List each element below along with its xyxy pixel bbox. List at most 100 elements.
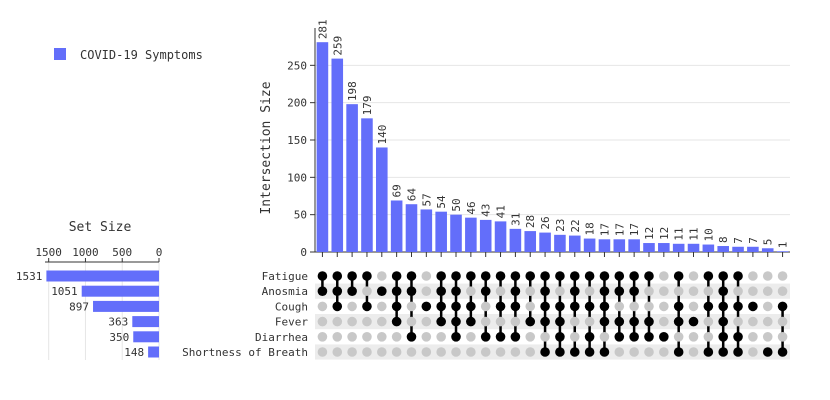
membership-dot-active [718, 332, 729, 342]
membership-dot-inactive [777, 332, 788, 342]
membership-dot-inactive [659, 286, 669, 297]
membership-dot-active [332, 286, 343, 297]
set-name: Anosmia [262, 285, 308, 298]
intersection-bar-label: 5 [762, 239, 775, 246]
membership-dot-active [525, 316, 536, 327]
membership-dot-active [688, 316, 699, 327]
intersection-bar [732, 246, 744, 252]
set-name: Diarrhea [255, 331, 308, 344]
intersection-bar [361, 118, 373, 252]
membership-dot-inactive [510, 316, 521, 327]
membership-dot-active [718, 301, 729, 312]
membership-dot-active [406, 286, 417, 297]
membership-dot-active [555, 271, 565, 281]
membership-dot-inactive [525, 301, 536, 312]
membership-dot-inactive [777, 286, 788, 297]
membership-dot-active [614, 332, 625, 342]
membership-dot-inactive [510, 347, 521, 357]
membership-dot-active [406, 271, 417, 281]
intersection-gridlines [315, 64, 790, 216]
intersection-bar [316, 42, 329, 252]
set-names: Fatigue Anosmia Cough Fever Diarrhea Shortnes… [182, 270, 308, 359]
membership-dot-inactive [525, 347, 536, 357]
membership-dot-active [569, 301, 580, 312]
matrix-stripes [315, 283, 790, 360]
matrix-stripe [315, 344, 790, 360]
intersection-bar [747, 246, 759, 252]
membership-dot-inactive [659, 347, 669, 357]
set-size-label: 148 [124, 346, 144, 359]
membership-dot-inactive [362, 347, 372, 357]
membership-dot-active [629, 286, 639, 297]
intersection-bar [450, 214, 462, 252]
intersection-bar-label: 7 [747, 237, 760, 244]
intersection-bar [717, 246, 729, 252]
membership-dot-active [510, 286, 521, 297]
membership-dot-inactive [362, 332, 372, 342]
intersection-axis-label: Intersection Size [259, 81, 274, 214]
membership-dot-inactive [347, 316, 357, 327]
set-size-tick-label: 1000 [72, 246, 99, 259]
membership-dot-inactive [421, 286, 432, 297]
intersection-bar [672, 243, 685, 252]
membership-dot-inactive [347, 301, 357, 312]
membership-dot-inactive [748, 316, 758, 327]
membership-dot-active [480, 271, 491, 281]
set-name: Fever [275, 316, 308, 329]
intersection-bar [643, 243, 655, 252]
membership-dot-active [495, 332, 506, 342]
set-size-bar [133, 331, 159, 343]
intersection-bar-label: 259 [331, 36, 344, 56]
set-size-labels: 1531 1051 897 363 350 148 [16, 270, 144, 359]
set-size-bar [93, 300, 159, 312]
intersection-bar-label: 43 [480, 204, 493, 217]
intersection-bar [598, 239, 611, 252]
membership-dot-active [614, 286, 625, 297]
membership-dot-inactive [540, 332, 550, 342]
membership-dot-active [584, 347, 595, 357]
intersection-bar-label: 10 [702, 228, 715, 241]
set-name: Cough [275, 300, 308, 313]
membership-dot-inactive [688, 347, 699, 357]
membership-dot-active [673, 347, 684, 357]
membership-dot-inactive [406, 347, 417, 357]
set-size-bar [132, 316, 159, 328]
membership-dot-active [436, 301, 446, 312]
membership-dot-active [673, 271, 684, 281]
intersection-bar-label: 22 [569, 219, 582, 232]
membership-dot-inactive [748, 347, 758, 357]
set-size-tick-label: 500 [112, 246, 132, 259]
membership-dot-active [436, 271, 446, 281]
membership-dot-inactive [703, 332, 714, 342]
membership-dot-inactive [376, 271, 387, 281]
membership-dot-inactive [376, 347, 387, 357]
membership-dot-active [718, 316, 729, 327]
membership-dot-inactive [584, 286, 595, 297]
membership-dot-active [347, 271, 357, 281]
membership-dot-inactive [762, 332, 773, 342]
membership-dot-active [569, 347, 580, 357]
membership-dot-inactive [762, 316, 773, 327]
membership-dot-inactive [703, 316, 714, 327]
membership-dot-active [569, 286, 580, 297]
intersection-bar-label: 17 [598, 223, 611, 236]
membership-dot-active [555, 332, 565, 342]
intersection-bar [539, 232, 551, 252]
intersection-bar-label: 50 [450, 198, 463, 211]
intersection-bar-label: 11 [688, 228, 701, 241]
membership-dot-active [466, 301, 476, 312]
set-size-label: 897 [69, 300, 89, 313]
membership-dot-active [733, 271, 743, 281]
intersection-bar-label: 12 [643, 227, 656, 240]
set-size-bar [81, 285, 159, 297]
membership-dot-inactive [332, 347, 343, 357]
membership-dot-inactive [688, 301, 699, 312]
intersection-bar [628, 239, 640, 252]
intersection-bar [346, 104, 358, 252]
membership-dot-active [466, 316, 476, 327]
membership-dot-active [644, 332, 654, 342]
membership-dot-inactive [555, 286, 565, 297]
membership-dot-active [777, 347, 788, 357]
intersection-bar-label: 28 [524, 215, 537, 228]
membership-dot-inactive [659, 271, 669, 281]
